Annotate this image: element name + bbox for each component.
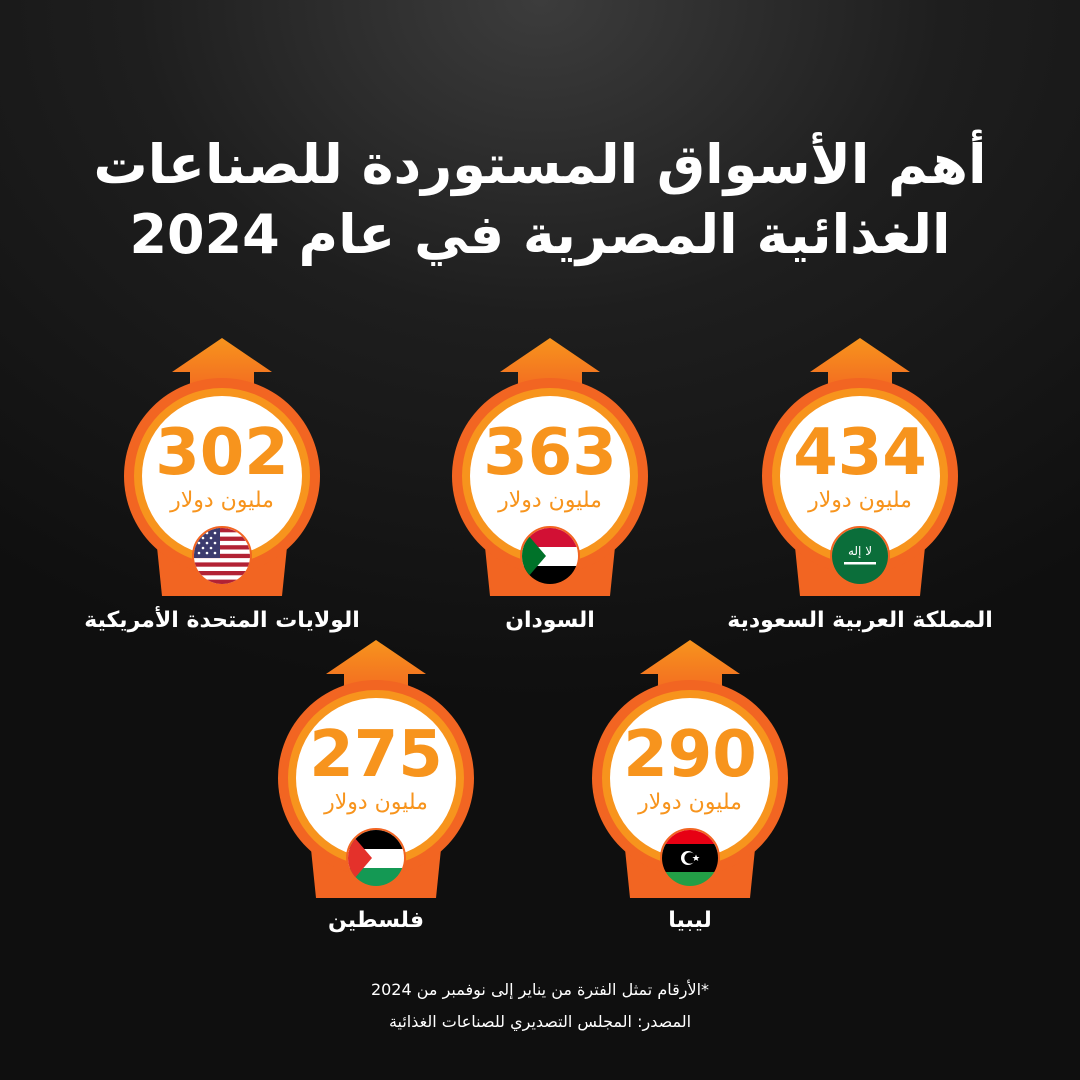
palestine-flag-icon — [346, 828, 406, 888]
market-badge-saudi-arabia: 434 مليون دولار لا إله — [760, 338, 960, 598]
footnote: *الأرقام تمثل الفترة من يناير إلى نوفمبر… — [370, 980, 710, 999]
value-label-sudan: 363 — [483, 416, 617, 490]
country-label-saudi-arabia: المملكة العربية السعودية — [727, 608, 993, 633]
arrow-up-icon — [592, 640, 788, 898]
unit-label-palestine: مليون دولار — [324, 790, 428, 815]
saudi-arabia-flag-icon: لا إله — [830, 526, 890, 586]
sudan-flag-icon — [520, 526, 580, 586]
value-label-libya: 290 — [623, 718, 757, 792]
arrow-up-icon — [762, 338, 958, 596]
unit-label-saudi-arabia: مليون دولار — [808, 488, 912, 513]
source-credit: المصدر: المجلس التصديري للصناعات الغذائي… — [388, 1012, 692, 1031]
market-badge-palestine: 275 مليون دولار — [276, 640, 476, 900]
unit-label-libya: مليون دولار — [638, 790, 742, 815]
value-label-usa: 302 — [155, 416, 289, 490]
title-line-2: الغذائية المصرية في عام 2024 — [129, 203, 951, 266]
svg-text:لا إله: لا إله — [848, 544, 872, 558]
title-line-1: أهم الأسواق المستوردة للصناعات — [93, 133, 987, 196]
country-label-sudan: السودان — [505, 608, 595, 633]
value-label-palestine: 275 — [309, 718, 443, 792]
market-badge-libya: 290 مليون دولار — [590, 640, 790, 900]
unit-label-sudan: مليون دولار — [498, 488, 602, 513]
country-label-palestine: فلسطين — [328, 908, 424, 933]
country-label-usa: الولايات المتحدة الأمريكية — [84, 608, 360, 633]
page-title: أهم الأسواق المستوردة للصناعات الغذائية … — [90, 130, 990, 270]
market-badge-sudan: 363 مليون دولار — [450, 338, 650, 598]
usa-flag-icon — [192, 526, 252, 586]
value-label-saudi-arabia: 434 — [793, 416, 927, 490]
arrow-up-icon — [124, 338, 320, 596]
arrow-up-icon — [278, 640, 474, 898]
arrow-up-icon — [452, 338, 648, 596]
libya-flag-icon — [660, 828, 720, 888]
country-label-libya: ليبيا — [668, 908, 712, 933]
unit-label-usa: مليون دولار — [170, 488, 274, 513]
market-badge-usa: 302 مليون دولار — [122, 338, 322, 598]
